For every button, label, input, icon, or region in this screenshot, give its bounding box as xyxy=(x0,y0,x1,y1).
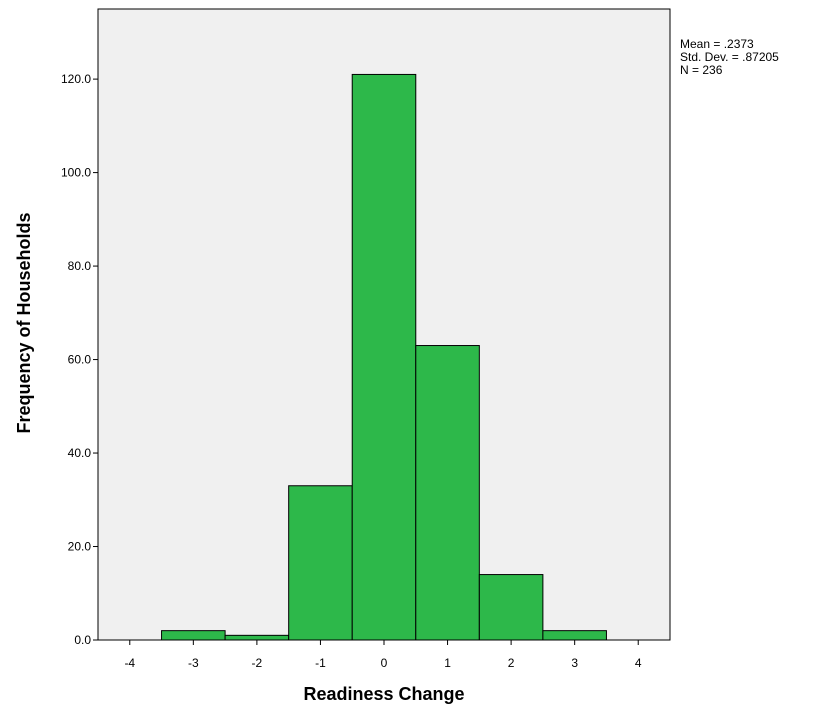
y-axis-title: Frequency of Households xyxy=(14,212,34,433)
std-dev-label: Std. Dev. = .87205 xyxy=(680,50,779,64)
y-tick-label: 20.0 xyxy=(68,540,92,554)
y-tick-label: 60.0 xyxy=(68,353,92,367)
histogram-bar xyxy=(161,630,226,641)
x-tick-label: -3 xyxy=(188,656,199,670)
x-tick-label: 2 xyxy=(508,656,515,670)
histogram-bar xyxy=(542,630,607,641)
histogram-bar xyxy=(351,73,417,641)
y-tick-label: 120.0 xyxy=(61,72,91,86)
x-tick-label: 4 xyxy=(635,656,642,670)
y-tick-label: 0.0 xyxy=(74,633,91,647)
n-label: N = 236 xyxy=(680,63,723,77)
x-tick-label: -4 xyxy=(124,656,135,670)
y-tick-label: 100.0 xyxy=(61,166,91,180)
histogram-bar xyxy=(224,634,290,641)
x-tick-label: 1 xyxy=(444,656,451,670)
y-tick-label: 40.0 xyxy=(68,446,92,460)
histogram-bar xyxy=(288,485,353,641)
x-tick-label: 0 xyxy=(381,656,388,670)
x-tick-label: 3 xyxy=(571,656,578,670)
mean-label: Mean = .2373 xyxy=(680,37,754,51)
y-tick-label: 80.0 xyxy=(68,259,92,273)
histogram-bar xyxy=(478,574,544,641)
x-tick-label: -2 xyxy=(252,656,263,670)
histogram-bar xyxy=(415,345,480,641)
x-tick-label: -1 xyxy=(315,656,326,670)
x-axis-title: Readiness Change xyxy=(303,684,464,704)
stats-box: Mean = .2373 Std. Dev. = .87205 N = 236 xyxy=(680,38,779,77)
